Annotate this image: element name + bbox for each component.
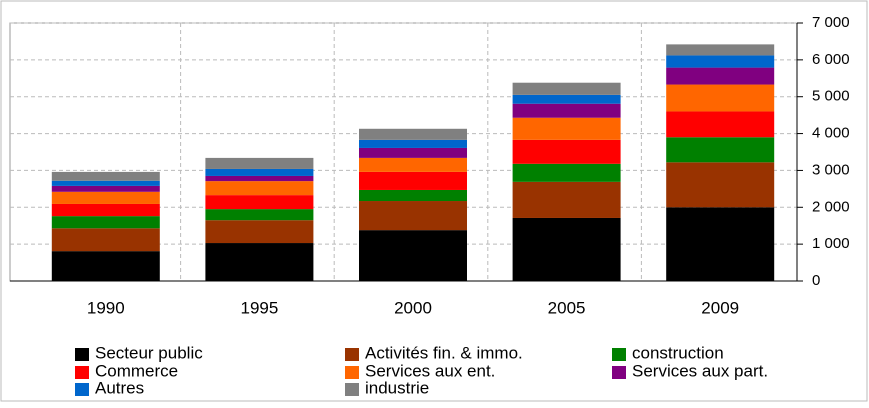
- legend-label: Commerce: [95, 361, 178, 380]
- bar-segment: [51, 191, 160, 204]
- bar-segment: [666, 55, 775, 68]
- x-tick-label: 1990: [87, 298, 125, 317]
- bar-segment: [205, 168, 314, 176]
- x-tick-label: 1995: [240, 298, 278, 317]
- bar-segment: [205, 157, 314, 169]
- bar-segment: [51, 171, 160, 181]
- legend-label: Autres: [95, 378, 144, 397]
- legend-label: construction: [632, 343, 724, 362]
- y-tick-label: 4 000: [812, 125, 850, 142]
- legend-label: industrie: [365, 378, 429, 397]
- x-tick-label: 2005: [548, 298, 586, 317]
- bar-segment: [512, 82, 621, 95]
- y-tick-label: 2 000: [812, 198, 850, 215]
- bar-segment: [51, 203, 160, 217]
- bar-segment: [512, 181, 621, 218]
- bar-segment: [205, 175, 314, 182]
- bar-segment: [51, 216, 160, 229]
- legend-swatch: [612, 348, 626, 361]
- bar-segment: [666, 67, 775, 85]
- bar-segment: [666, 207, 775, 281]
- y-tick-label: 5 000: [812, 88, 850, 105]
- legend-swatch: [75, 383, 89, 396]
- legend-label: Services aux ent.: [365, 361, 495, 380]
- legend-swatch: [612, 366, 626, 379]
- bar-segment: [205, 209, 314, 221]
- bar-segment: [666, 111, 775, 138]
- y-tick-label: 7 000: [812, 14, 850, 31]
- bar-segment: [205, 220, 314, 244]
- y-tick-label: 3 000: [812, 161, 850, 178]
- bar-segment: [512, 217, 621, 281]
- bar-segment: [205, 181, 314, 196]
- x-tick-label: 2000: [394, 298, 432, 317]
- bar-segment: [359, 147, 467, 158]
- y-tick-label: 0: [812, 272, 820, 289]
- bar-segment: [359, 128, 467, 140]
- legend-swatch: [345, 383, 359, 396]
- bar-segment: [51, 228, 160, 252]
- bar-segment: [359, 157, 467, 172]
- legend-swatch: [345, 366, 359, 379]
- bar-segment: [359, 201, 467, 231]
- legend-label: Services aux part.: [632, 361, 768, 380]
- bar-segment: [51, 251, 160, 281]
- bar-segment: [512, 103, 621, 118]
- bar-segment: [512, 163, 621, 182]
- bar-segment: [359, 230, 467, 281]
- bar-segment: [359, 189, 467, 202]
- y-tick-label: 6 000: [812, 51, 850, 68]
- legend-swatch: [75, 348, 89, 361]
- bar-segment: [359, 139, 467, 148]
- legend-label: Secteur public: [95, 343, 203, 362]
- bar-segment: [512, 94, 621, 104]
- bar-segment: [51, 180, 160, 186]
- x-tick-label: 2009: [701, 298, 739, 317]
- bar-segment: [666, 137, 775, 163]
- bar-segment: [666, 44, 775, 56]
- bar-segment: [512, 117, 621, 140]
- bar-segment: [51, 185, 160, 192]
- bar-segment: [205, 243, 314, 281]
- legend-swatch: [75, 366, 89, 379]
- legend-label: Activités fin. & immo.: [365, 343, 523, 362]
- legend-swatch: [345, 348, 359, 361]
- bar-segment: [666, 162, 775, 208]
- bar-segment: [205, 195, 314, 210]
- bar-segment: [666, 84, 775, 112]
- y-tick-label: 1 000: [812, 235, 850, 252]
- bar-segment: [359, 171, 467, 190]
- bar-segment: [512, 139, 621, 164]
